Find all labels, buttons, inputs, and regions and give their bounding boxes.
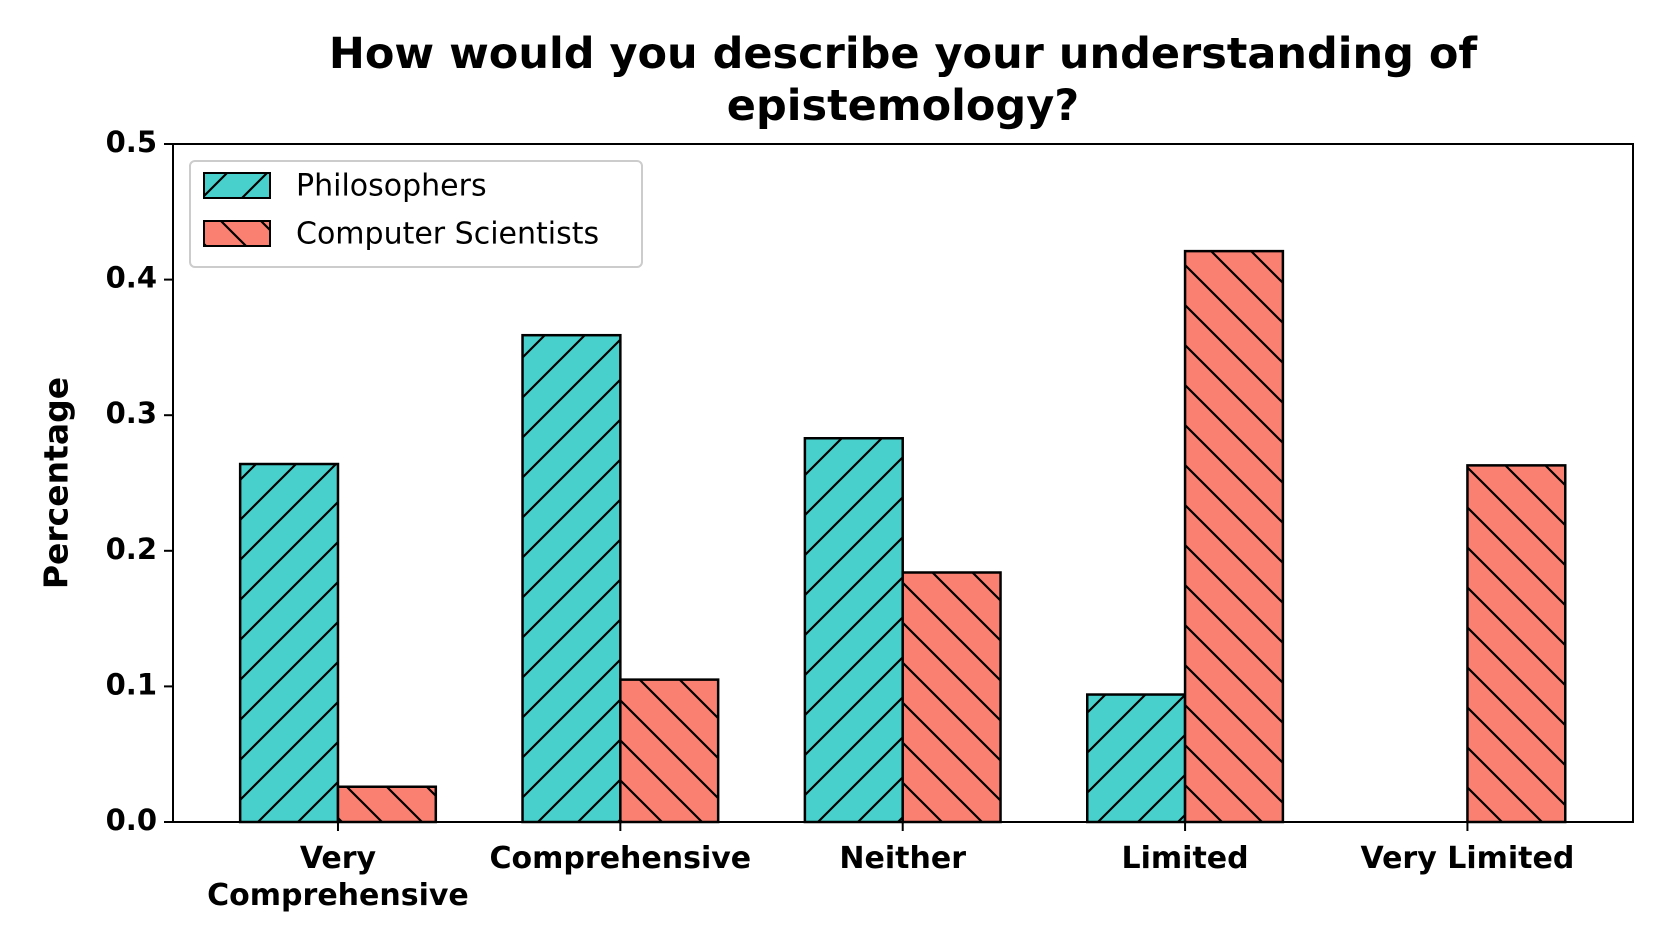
chart-title: How would you describe your understandin… bbox=[328, 29, 1478, 131]
x-tick-label: Limited bbox=[1121, 841, 1249, 876]
bar bbox=[901, 571, 1002, 824]
bar bbox=[1183, 249, 1285, 824]
bar bbox=[336, 785, 438, 824]
legend-swatch bbox=[203, 172, 271, 199]
y-tick-label: 0.0 bbox=[106, 803, 157, 837]
y-tick-label: 0.2 bbox=[106, 532, 157, 566]
y-axis-label: Percentage bbox=[37, 377, 76, 589]
x-tick-label: Very Comprehensive bbox=[207, 841, 469, 913]
bar bbox=[1086, 693, 1187, 824]
x-tick-label: Very Limited bbox=[1360, 841, 1575, 876]
legend-label: Philosophers bbox=[296, 169, 487, 204]
bar bbox=[521, 333, 622, 824]
y-tick-label: 0.1 bbox=[106, 667, 157, 701]
legend-label: Computer Scientists bbox=[296, 217, 599, 252]
bar bbox=[619, 678, 720, 824]
bar bbox=[1466, 464, 1567, 824]
bar bbox=[238, 462, 340, 824]
y-tick-label: 0.4 bbox=[106, 261, 157, 295]
legend-swatch bbox=[203, 220, 271, 247]
plot-frame bbox=[172, 143, 1634, 823]
y-tick-label: 0.3 bbox=[106, 396, 157, 430]
legend-box bbox=[189, 160, 643, 268]
bar bbox=[803, 437, 904, 824]
x-tick-label: Neither bbox=[839, 841, 966, 876]
y-tick-label: 0.5 bbox=[106, 125, 157, 159]
x-tick-label: Comprehensive bbox=[489, 841, 752, 876]
